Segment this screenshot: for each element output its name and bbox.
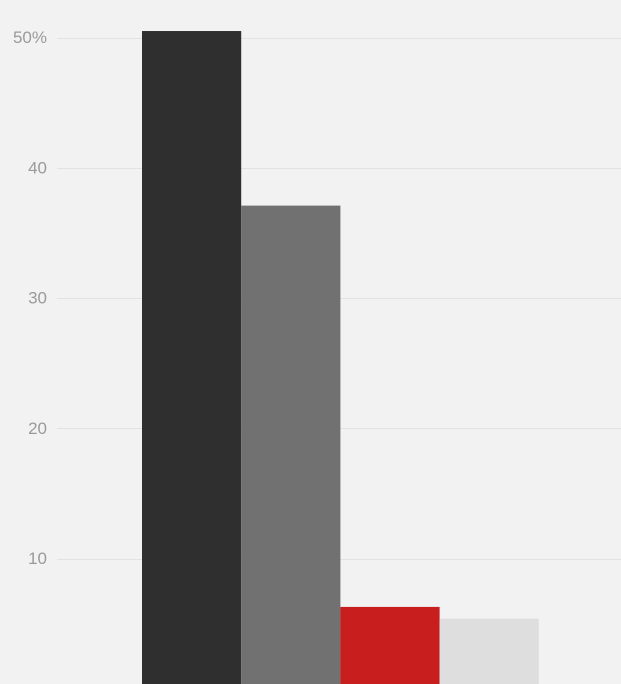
bar (142, 31, 242, 684)
bar (340, 606, 440, 684)
y-tick-label: 40 (28, 158, 47, 177)
y-tick-label: 20 (28, 419, 47, 438)
y-tick-label: 50% (13, 28, 47, 47)
y-tick-label: 30 (28, 289, 47, 308)
bars (142, 31, 539, 684)
y-tick-label: 10 (28, 549, 47, 568)
y-axis-tick-labels: 10 20 30 40 50% (13, 28, 47, 568)
bar (439, 618, 539, 684)
bar (241, 205, 341, 684)
